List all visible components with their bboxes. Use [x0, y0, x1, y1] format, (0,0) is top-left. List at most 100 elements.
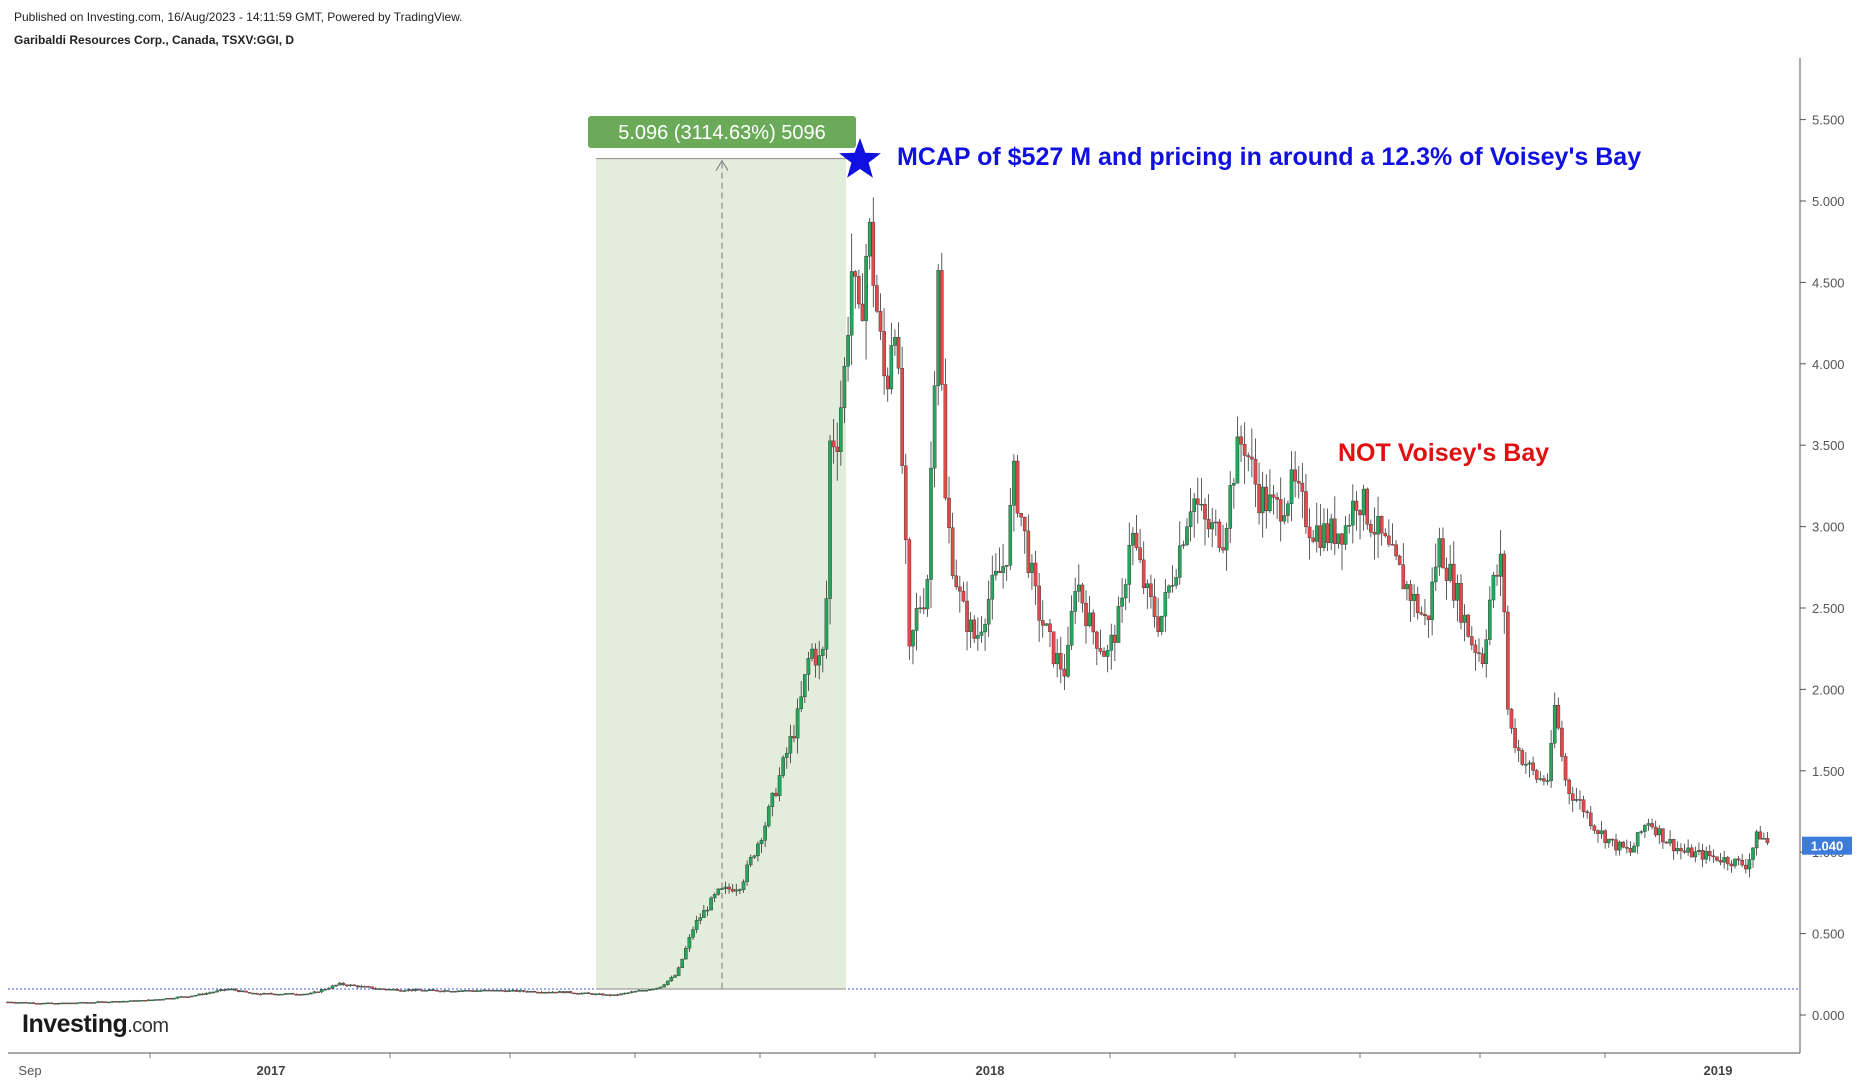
candle-body [1307, 526, 1312, 539]
candle-body [1513, 728, 1517, 748]
candle-body [521, 990, 526, 992]
candle-body [1653, 826, 1658, 836]
candle-body [817, 655, 822, 666]
candle-body [56, 1003, 61, 1005]
candle-body [1109, 634, 1114, 651]
candle-body [1369, 524, 1373, 533]
y-tick-label: 2.500 [1812, 601, 1845, 616]
candle-body [384, 988, 389, 991]
candle-body [1055, 653, 1059, 665]
candle-body [1069, 611, 1074, 646]
candle-body [218, 989, 223, 991]
measure-range-box[interactable] [596, 158, 846, 989]
candle-body [1578, 799, 1582, 801]
candle-body [78, 1002, 82, 1004]
candle-body [254, 992, 259, 995]
candle-body [900, 368, 904, 466]
candle-body [1621, 841, 1626, 848]
candle-body [1607, 838, 1611, 844]
candle-body [525, 991, 529, 993]
candle-body [464, 990, 468, 992]
candle-body [622, 992, 627, 995]
candle-body [626, 992, 630, 994]
candle-body [1758, 831, 1763, 840]
candle-body [1469, 636, 1474, 646]
candle-body [1711, 855, 1716, 858]
measure-tool[interactable]: 5.096 (3114.63%) 5096 [588, 116, 856, 990]
candle-body [197, 993, 201, 996]
candle-body [301, 993, 306, 996]
candle-body [507, 990, 511, 992]
candle-body [1091, 612, 1096, 633]
candle-body [251, 992, 255, 995]
candle-body [1379, 515, 1384, 534]
candle-body [687, 937, 692, 949]
candle-body [1441, 538, 1445, 569]
candle-body [1318, 525, 1323, 548]
symbol-title: Garibaldi Resources Corp., Canada, TSXV:… [14, 33, 295, 47]
candle-body [1751, 847, 1755, 860]
candle-body [1217, 521, 1222, 548]
candle-body [705, 909, 710, 912]
candle-body [143, 1000, 147, 1002]
candle-body [947, 497, 951, 528]
candle-body [428, 989, 432, 991]
candle-body [377, 988, 382, 990]
candle-body [1462, 614, 1467, 623]
candle-body [435, 990, 439, 992]
candle-body [1221, 547, 1225, 551]
candle-body [586, 992, 591, 995]
candle-body [893, 337, 897, 346]
candle-body [471, 990, 475, 992]
candle-body [1177, 545, 1182, 578]
candle-body [1199, 503, 1204, 506]
candle-body [132, 1000, 136, 1002]
candle-body [1610, 838, 1615, 841]
candle-body [1250, 456, 1254, 460]
candle-body [1015, 460, 1020, 514]
candle-body [1239, 436, 1243, 445]
candle-body [240, 990, 245, 993]
y-tick-label: 4.500 [1812, 275, 1845, 290]
candle-body [200, 993, 205, 996]
candle-body [763, 825, 767, 841]
candle-body [1329, 518, 1333, 544]
candle-body [1012, 460, 1016, 506]
candle-body [727, 886, 731, 890]
candle-body [983, 623, 987, 633]
candle-body [391, 988, 396, 991]
candle-body [226, 988, 230, 991]
candle-body [330, 985, 335, 989]
candle-body [1361, 488, 1366, 516]
candle-body [1498, 553, 1503, 577]
candle-body [370, 986, 374, 989]
candle-body [1491, 574, 1496, 601]
candle-body [911, 630, 915, 647]
candle-body [45, 1002, 50, 1005]
chart-frame [8, 58, 1801, 1054]
measure-arrow-head [715, 159, 729, 171]
candle-body [1542, 778, 1546, 782]
candle-body [305, 993, 310, 996]
candle-body [1700, 849, 1705, 860]
candle-body [640, 990, 645, 992]
candle-body [795, 708, 800, 739]
candle-body [31, 1002, 36, 1004]
candle-body [492, 989, 497, 992]
candle-body [680, 958, 685, 968]
candle-body [770, 792, 775, 807]
candle-body [1264, 486, 1269, 512]
candle-body [1026, 530, 1031, 573]
candle-body [1358, 510, 1362, 516]
candle-body [590, 993, 594, 995]
candle-body [1596, 830, 1600, 834]
candle-body [1282, 515, 1287, 522]
candle-body [413, 989, 418, 991]
candle-body [1246, 455, 1251, 458]
candle-body [1516, 747, 1521, 751]
candle-body [1149, 583, 1153, 597]
candle-body [986, 598, 991, 625]
candle-body [1242, 443, 1247, 456]
candle-body [629, 991, 634, 993]
